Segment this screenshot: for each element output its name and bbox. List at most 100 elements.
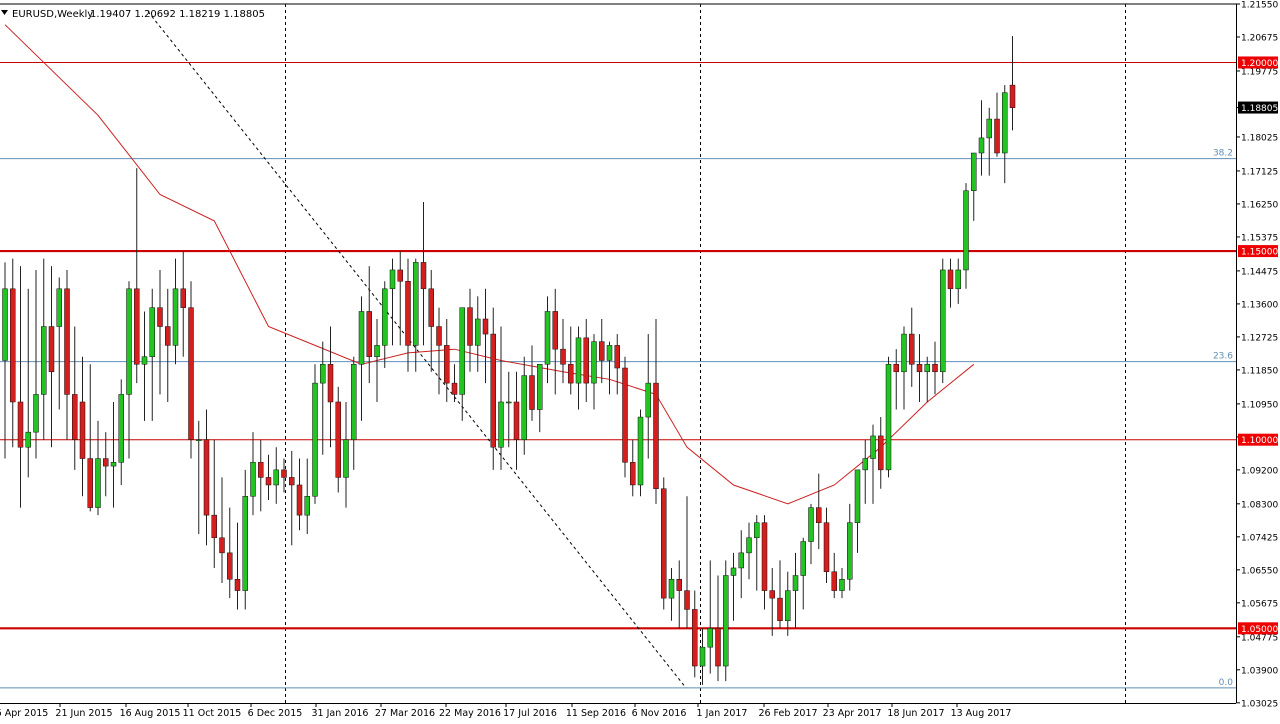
time-tick-label: 6 Dec 2015 — [248, 708, 303, 719]
candle-bear — [444, 345, 450, 384]
candle-bull — [792, 575, 799, 591]
candle-bull — [591, 341, 597, 384]
candle-bull — [250, 462, 256, 497]
candle-bull — [320, 364, 326, 384]
candle-bear — [513, 401, 520, 440]
candle-bear — [630, 462, 636, 486]
candle-bear — [436, 326, 442, 346]
candle-bull — [141, 356, 148, 365]
price-tick-label: 1.21550 — [1241, 1, 1278, 11]
candle-bear — [180, 288, 186, 308]
candle-bull — [699, 646, 706, 667]
candle-bear — [397, 269, 403, 282]
price-tick-label: 1.09200 — [1241, 466, 1278, 476]
candle-bear — [909, 333, 915, 365]
candle-bull — [986, 118, 992, 139]
candle-bear — [64, 288, 70, 395]
level-price-tag: 1.05000 — [1241, 625, 1278, 635]
price-tick-label: 1.03025 — [1241, 699, 1278, 709]
candle-bull — [374, 345, 380, 357]
candle-bear — [583, 337, 589, 384]
price-tick-label: 1.03900 — [1241, 666, 1278, 676]
candle-bear — [157, 307, 163, 327]
trendline-line — [147, 11, 687, 689]
price-tick-label: 1.12725 — [1241, 333, 1278, 343]
candle-bear — [622, 367, 628, 463]
price-tick-label: 1.15375 — [1241, 233, 1278, 243]
time-tick-label: 18 Jun 2017 — [887, 708, 944, 719]
time-tick-label: 21 Jun 2015 — [55, 708, 112, 719]
candle-bear — [823, 522, 830, 572]
candle-bear — [692, 609, 698, 667]
time-tick-label: 17 Jul 2016 — [503, 708, 557, 719]
candle-bear — [467, 307, 473, 346]
candle-bull — [149, 307, 155, 357]
price-tick-label: 1.06550 — [1241, 566, 1278, 576]
level-price-tag: 1.15000 — [1241, 248, 1278, 258]
time-tick-label: 16 Aug 2015 — [120, 708, 181, 719]
candle-bear — [599, 341, 605, 361]
time-tick-label: 11 Oct 2015 — [183, 708, 242, 719]
period-separators — [0, 3, 1237, 704]
candle-bear — [219, 537, 225, 554]
candle-bull — [118, 394, 124, 463]
candle-bull — [847, 522, 853, 580]
candle-bear — [614, 345, 620, 369]
current-price-tag-bg — [1238, 101, 1278, 114]
candle-bear — [661, 488, 667, 599]
candle-bear — [420, 262, 427, 290]
price-tick-label: 1.20675 — [1241, 34, 1278, 44]
candle-bull — [41, 326, 47, 395]
candle-bear — [281, 469, 287, 478]
price-tick-label: 1.10950 — [1241, 400, 1278, 410]
candle-bull — [382, 288, 388, 346]
candle-bull — [498, 401, 504, 448]
candle-bear — [560, 348, 566, 365]
price-tick-label: 1.16250 — [1241, 200, 1278, 210]
level-price-tag: 1.10000 — [1241, 436, 1278, 446]
candle-bear — [451, 382, 458, 395]
candle-bear — [227, 552, 233, 580]
candle-bear — [258, 462, 264, 478]
candle-bear — [289, 477, 295, 486]
candle-bear — [203, 439, 210, 516]
candle-bear — [211, 514, 217, 539]
candle-bear — [327, 364, 334, 403]
horizontal-levels — [0, 61, 1236, 630]
time-tick-label: 22 May 2016 — [439, 708, 501, 719]
price-tick-label: 1.08300 — [1241, 500, 1278, 510]
candle-bull — [521, 375, 527, 440]
candle-bear — [994, 118, 1000, 154]
candle-bear — [932, 364, 938, 373]
candle-bull — [110, 462, 117, 467]
level-price-tag-bg — [1238, 56, 1278, 69]
candle-bull — [312, 382, 318, 497]
candle-bear — [893, 364, 899, 373]
time-axis: 6 Apr 2015 21 Jun 2015 16 Aug 2015 11 Oct 2… — [0, 703, 1011, 719]
price-tick-label: 1.18025 — [1241, 133, 1278, 143]
candle-bull — [389, 269, 396, 290]
candle-bear — [10, 288, 16, 403]
candle-bull — [459, 307, 465, 395]
candle-bull — [126, 288, 132, 395]
candle-bull — [343, 439, 349, 478]
candle-bear — [165, 326, 171, 346]
price-tick-label: 1.07425 — [1241, 533, 1278, 543]
candle-bear — [653, 382, 659, 489]
candle-bear — [188, 307, 194, 440]
candle-bull — [351, 364, 357, 440]
candle-bear — [529, 375, 535, 410]
candle-bull — [506, 401, 512, 404]
candle-bull — [885, 364, 892, 471]
candle-bear — [234, 579, 241, 591]
candle-bull — [172, 288, 179, 346]
candle-bull — [196, 439, 202, 441]
current-price-tag: 1.18805 — [1241, 104, 1278, 114]
candle-bear — [48, 326, 55, 373]
candle-bull — [95, 458, 101, 508]
candle-bear — [482, 318, 489, 335]
chart-header: EURUSD,Weekly 1.19407 1.20692 1.18219 1.… — [1, 9, 265, 20]
level-price-tag: 1.20000 — [1241, 59, 1278, 69]
